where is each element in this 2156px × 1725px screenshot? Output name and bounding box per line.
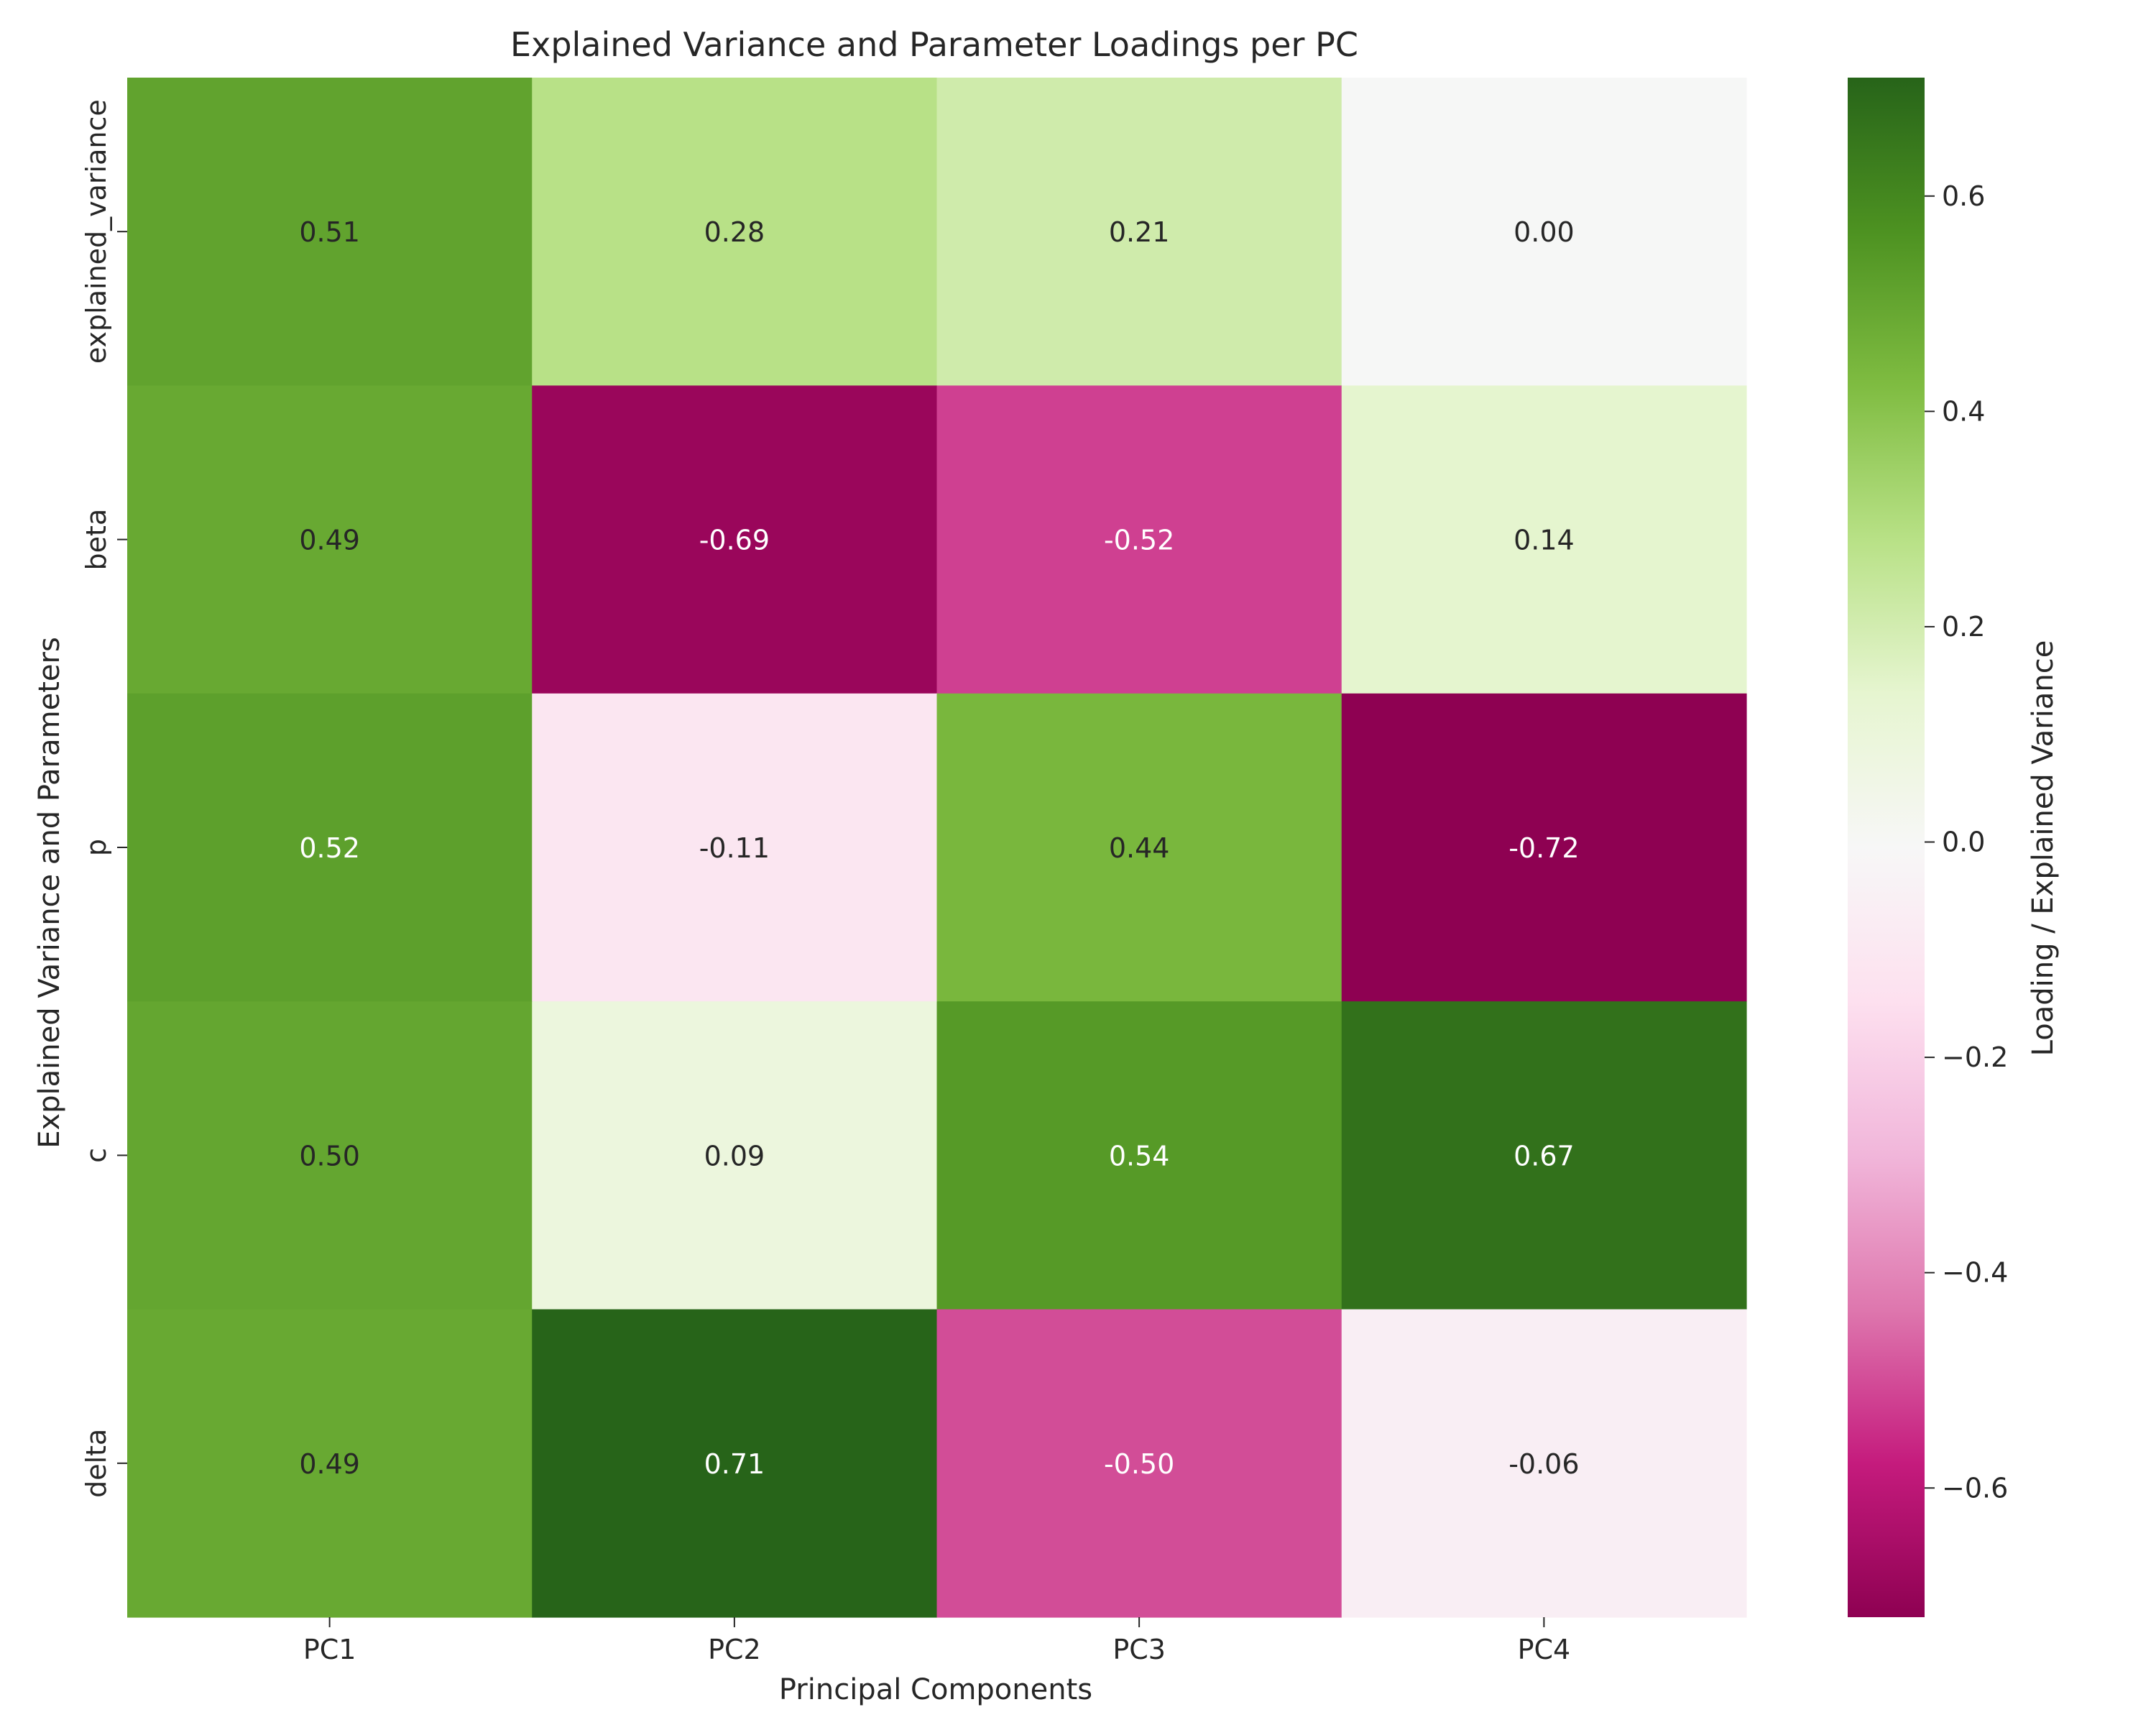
chart-title: Explained Variance and Parameter Loading… [510, 25, 1358, 64]
cell-value-label: 0.44 [1109, 832, 1170, 864]
cell-value-label: 0.67 [1514, 1140, 1575, 1172]
heatmap-cell [936, 78, 1342, 386]
colorbar-tick-label: −0.4 [1942, 1257, 2008, 1289]
cell-value-label: -0.11 [699, 832, 770, 864]
heatmap-cell [936, 1001, 1342, 1310]
colorbar-tick-label: 0.0 [1942, 827, 1985, 858]
cell-value-label: 0.50 [299, 1140, 360, 1172]
heatmap-cell [127, 78, 533, 386]
x-tick-label: PC4 [1518, 1634, 1571, 1665]
heatmap-cell [936, 1309, 1342, 1618]
cell-value-label: 0.09 [704, 1140, 765, 1172]
cell-value-label: -0.69 [699, 525, 770, 556]
heatmap-cell [1341, 385, 1747, 694]
heatmap-cell [532, 385, 938, 694]
x-axis-label: Principal Components [779, 1673, 1092, 1706]
heatmap-cell [936, 693, 1342, 1002]
colorbar-tick-label: −0.6 [1942, 1472, 2008, 1504]
colorbar-label: Loading / Explained Variance [2027, 640, 2060, 1057]
heatmap-cell [532, 693, 938, 1002]
colorbar-tick-label: 0.2 [1942, 611, 1985, 643]
x-axis: PC1 PC2 PC3 PC4 [303, 1617, 1570, 1665]
colorbar: 0.6 0.4 0.2 0.0 −0.2 −0.4 −0.6 [1848, 78, 2008, 1617]
heatmap-cell [127, 1309, 533, 1618]
colorbar-tick-label: 0.6 [1942, 180, 1985, 212]
cell-value-label: 0.28 [704, 216, 765, 248]
y-tick-label: beta [80, 509, 112, 571]
colorbar-tick-label: −0.2 [1942, 1041, 2008, 1073]
cell-value-label: 0.51 [299, 216, 360, 248]
heatmap-cell [1341, 1001, 1747, 1310]
colorbar-tick-label: 0.4 [1942, 395, 1985, 427]
cell-value-label: 0.71 [704, 1448, 765, 1480]
heatmap-cell [532, 78, 938, 386]
y-tick-label: p [80, 839, 112, 856]
heatmap-cell [1341, 78, 1747, 386]
heatmap-cell [127, 1001, 533, 1310]
colorbar-gradient [1848, 78, 1925, 1617]
cell-value-label: 0.21 [1109, 216, 1170, 248]
cell-value-label: -0.52 [1104, 525, 1174, 556]
heatmap-cell-labels: 0.51 0.28 0.21 0.00 0.49 -0.69 -0.52 0.14 0.52 -0… [299, 216, 1579, 1480]
x-tick-label: PC1 [303, 1634, 356, 1665]
cell-value-label: 0.49 [299, 1448, 360, 1480]
y-tick-label: explained_variance [80, 99, 112, 364]
y-axis-label: Explained Variance and Parameters [33, 637, 66, 1149]
cell-value-label: 0.14 [1514, 525, 1575, 556]
y-tick-label: c [80, 1148, 112, 1163]
cell-value-label: 0.52 [299, 832, 360, 864]
cell-value-label: 0.49 [299, 525, 360, 556]
x-tick-label: PC3 [1112, 1634, 1166, 1665]
heatmap-cell [936, 385, 1342, 694]
heatmap-cell [532, 1309, 938, 1618]
heatmap-cell [1341, 693, 1747, 1002]
cell-value-label: -0.06 [1508, 1448, 1579, 1480]
heatmap-cells [127, 78, 1747, 1618]
heatmap-cell [127, 693, 533, 1002]
cell-value-label: -0.50 [1104, 1448, 1174, 1480]
heatmap-cell [1341, 1309, 1747, 1618]
x-tick-label: PC2 [708, 1634, 761, 1665]
y-tick-label: delta [80, 1429, 112, 1498]
heatmap-cell [127, 385, 533, 694]
cell-value-label: 0.54 [1109, 1140, 1170, 1172]
cell-value-label: -0.72 [1508, 832, 1579, 864]
heatmap-cell [532, 1001, 938, 1310]
cell-value-label: 0.00 [1514, 216, 1575, 248]
